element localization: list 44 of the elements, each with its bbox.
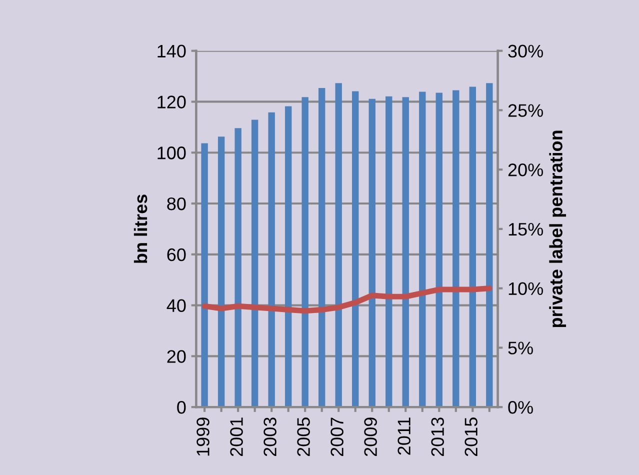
bar: [201, 143, 208, 408]
bar: [284, 106, 292, 408]
bar: [268, 112, 275, 408]
x-tick-label: 2009: [364, 418, 377, 456]
x-tick-label: 1999: [196, 418, 210, 456]
y2-tick-label: 0%: [508, 401, 533, 414]
y-axis-title: bn litres: [134, 194, 148, 263]
y-tick-label: 100: [158, 146, 186, 160]
bar: [402, 97, 409, 408]
y2-tick-label: 25%: [508, 104, 543, 117]
bar: [318, 88, 326, 408]
y-tick-label: 120: [158, 96, 186, 108]
y2-tick-label: 20%: [508, 164, 543, 176]
y-tick-label: 0: [177, 401, 186, 414]
x-tick-label: 2001: [230, 418, 243, 456]
y2-tick-label: 15%: [508, 222, 543, 236]
bar: [386, 96, 392, 408]
y2-tick-label: 10%: [508, 282, 543, 296]
x-tick-label: 2003: [264, 418, 276, 456]
x-tick-label: 2013: [431, 418, 444, 456]
bar: [234, 128, 242, 408]
y-tick-label: 40: [166, 299, 186, 312]
bar: [452, 90, 460, 408]
x-tick-label: 2005: [297, 418, 310, 456]
y-tick-label: 140: [158, 44, 186, 58]
bar: [436, 92, 442, 408]
y-tick-label: 20: [167, 350, 186, 363]
bar: [419, 92, 426, 408]
bar: [218, 136, 225, 408]
y-tick-label: 60: [167, 248, 186, 262]
x-tick-label: 2011: [398, 418, 410, 455]
bar: [335, 83, 342, 408]
bar: [469, 86, 476, 408]
bar: [368, 98, 376, 408]
y2-axis-title: private label pentration: [549, 130, 566, 328]
y-tick-label: 80: [167, 197, 186, 210]
bar: [352, 91, 359, 408]
x-tick-label: 2007: [330, 418, 344, 456]
y2-tick-label: 5%: [508, 342, 533, 354]
y2-tick-label: 30%: [508, 44, 543, 58]
x-tick-label: 2015: [464, 418, 478, 456]
bar: [302, 97, 308, 408]
bar: [251, 120, 258, 408]
bar: [486, 83, 493, 408]
